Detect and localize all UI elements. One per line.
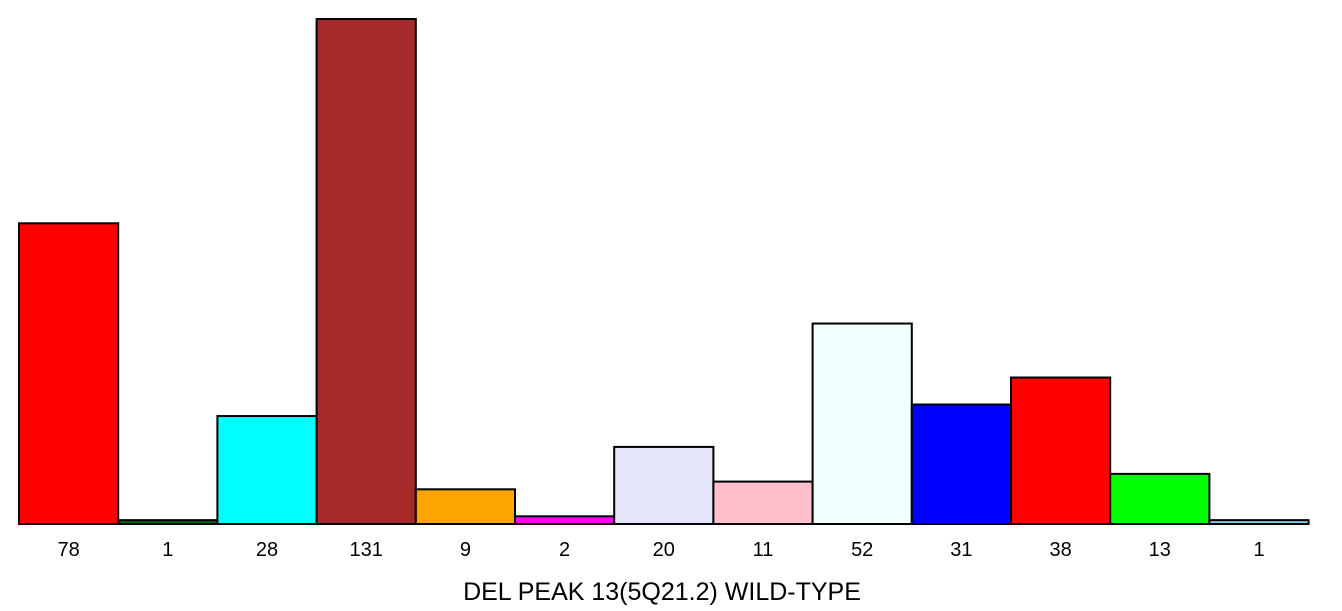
tick-label-7: 20 bbox=[653, 539, 675, 561]
bar-7 bbox=[613, 445, 715, 525]
tick-label-12: 13 bbox=[1149, 539, 1171, 561]
tick-label-1: 78 bbox=[57, 539, 79, 561]
tick-label-4: 131 bbox=[350, 539, 383, 561]
bars-group bbox=[18, 18, 1310, 526]
bar-13 bbox=[1208, 519, 1310, 526]
tick-label-6: 2 bbox=[559, 539, 570, 561]
bar-3 bbox=[216, 415, 318, 525]
tick-labels-group: 78 1 28 131 9 2 20 11 52 31 38 13 1 bbox=[57, 539, 1264, 561]
bar-5 bbox=[414, 488, 516, 525]
tick-label-10: 31 bbox=[950, 539, 972, 561]
bar-12 bbox=[1109, 472, 1211, 526]
bar-9 bbox=[811, 322, 913, 526]
tick-label-3: 28 bbox=[256, 539, 278, 561]
bar-4 bbox=[315, 18, 417, 525]
tick-label-5: 9 bbox=[460, 539, 471, 561]
bar-2 bbox=[117, 519, 219, 526]
bar-1 bbox=[18, 222, 120, 525]
tick-label-2: 1 bbox=[162, 539, 173, 561]
tick-label-8: 11 bbox=[753, 539, 774, 561]
tick-label-11: 38 bbox=[1049, 539, 1071, 561]
bar-6 bbox=[514, 515, 616, 525]
bar-8 bbox=[712, 480, 814, 526]
tick-label-13: 1 bbox=[1253, 539, 1264, 561]
tick-label-9: 52 bbox=[851, 539, 873, 561]
bar-11 bbox=[1010, 376, 1112, 526]
bar-10 bbox=[910, 403, 1012, 525]
x-axis-title: DEL PEAK 13(5Q21.2) WILD-TYPE bbox=[463, 578, 861, 606]
